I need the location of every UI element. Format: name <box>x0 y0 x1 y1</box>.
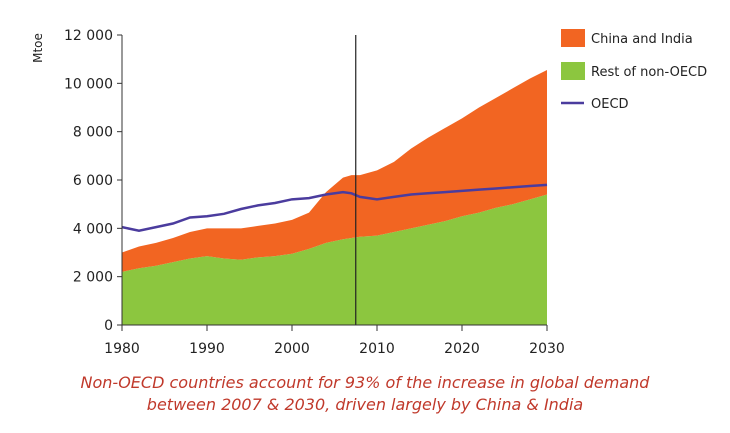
legend-label: OECD <box>591 97 629 112</box>
y-tick-label: 0 <box>104 318 113 334</box>
caption: Non-OECD countries account for 93% of th… <box>0 372 730 416</box>
x-tick-label: 2020 <box>444 341 480 357</box>
x-tick-label: 1990 <box>189 341 225 357</box>
y-tick-label: 2 000 <box>73 270 113 286</box>
axes: 0 2 000 4 000 6 000 8 000 10 000 12 000 1980 199… <box>31 28 565 357</box>
area-series-1 <box>122 70 547 272</box>
y-tick-label: 4 000 <box>73 221 113 237</box>
x-tick-label: 2000 <box>274 341 310 357</box>
y-tick-label: 10 000 <box>64 76 113 92</box>
y-axis-title: Mtoe <box>31 33 45 63</box>
legend-swatch <box>561 62 585 80</box>
legend-label: Rest of non-OECD <box>591 65 707 80</box>
legend: China and India Rest of non-OECD OECD <box>561 29 707 112</box>
caption-line-2: between 2007 & 2030, driven largely by C… <box>146 395 584 414</box>
x-tick-label: 2010 <box>359 341 395 357</box>
plot-lines <box>121 35 548 325</box>
energy-demand-chart: 0 2 000 4 000 6 000 8 000 10 000 12 000 1980 199… <box>31 28 707 357</box>
plot-areas <box>122 70 547 325</box>
line-series-oecd <box>121 183 548 233</box>
area-series-0 <box>122 194 547 325</box>
y-tick-label: 12 000 <box>64 28 113 44</box>
legend-swatch <box>561 29 585 47</box>
x-tick-label: 1980 <box>104 341 140 357</box>
y-tick-label: 6 000 <box>73 173 113 189</box>
legend-label: China and India <box>591 32 693 47</box>
y-tick-label: 8 000 <box>73 125 113 141</box>
x-tick-label: 2030 <box>529 341 565 357</box>
caption-line-1: Non-OECD countries account for 93% of th… <box>80 373 650 392</box>
